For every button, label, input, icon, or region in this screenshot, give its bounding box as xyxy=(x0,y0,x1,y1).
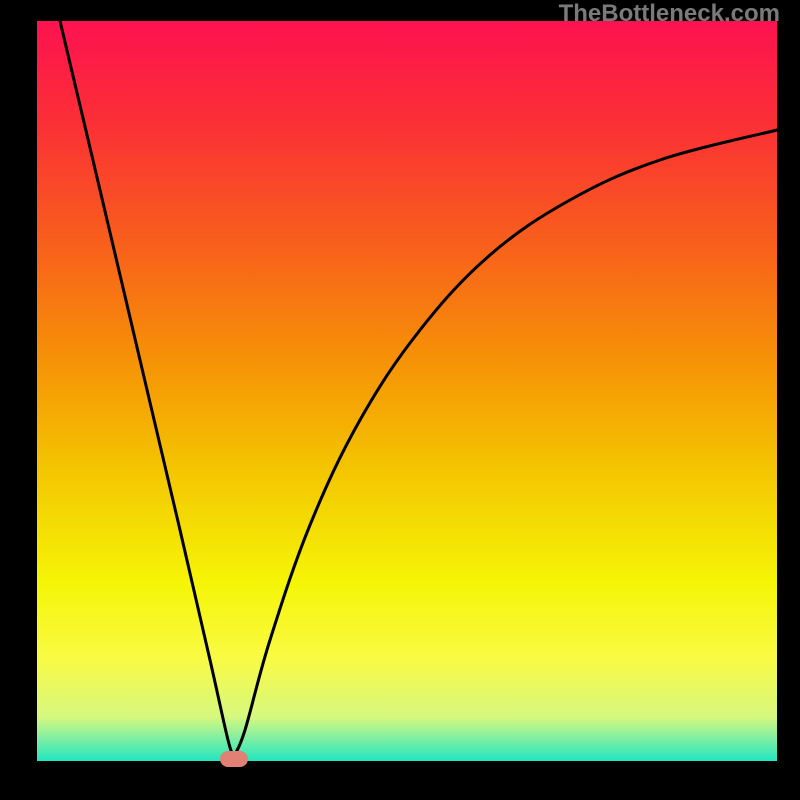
optimal-point-marker xyxy=(220,751,248,767)
bottleneck-curve xyxy=(60,21,777,756)
watermark-text: TheBottleneck.com xyxy=(559,0,780,28)
curve-layer xyxy=(0,0,800,800)
chart-container: TheBottleneck.com xyxy=(0,0,800,800)
